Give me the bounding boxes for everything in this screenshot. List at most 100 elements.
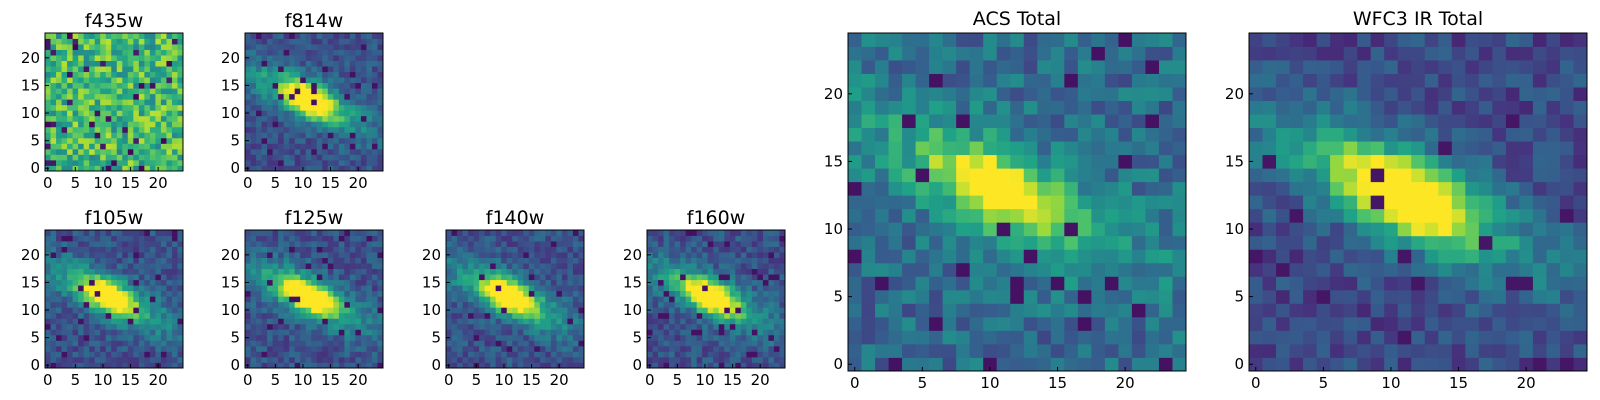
- heatmap-cell: [685, 246, 692, 253]
- heatmap-cell: [779, 362, 786, 369]
- y-tick-label: 20: [221, 246, 240, 264]
- heatmap-cell: [322, 88, 329, 95]
- heatmap-cell: [757, 279, 764, 286]
- heatmap-cell: [1424, 262, 1439, 277]
- heatmap-cell: [479, 340, 486, 347]
- heatmap-cell: [138, 235, 145, 242]
- heatmap-cell: [160, 274, 167, 281]
- heatmap-cell: [1077, 222, 1092, 237]
- heatmap-cell: [311, 71, 318, 78]
- heatmap-cell: [1343, 343, 1358, 358]
- heatmap-cell: [100, 66, 107, 73]
- heatmap-cell: [1519, 222, 1534, 237]
- heatmap-cell: [94, 38, 101, 45]
- heatmap-cell: [888, 276, 903, 291]
- heatmap-cell: [567, 252, 574, 258]
- heatmap-cell: [72, 301, 79, 308]
- heatmap-cell: [1573, 168, 1588, 183]
- heatmap-cell: [133, 115, 140, 122]
- heatmap-cell: [1451, 208, 1466, 223]
- heatmap-cell: [663, 323, 670, 330]
- heatmap-cell: [1289, 249, 1304, 264]
- heatmap-cell: [127, 351, 134, 358]
- heatmap-cell: [451, 356, 458, 363]
- heatmap-cell: [1505, 235, 1520, 250]
- heatmap-cell: [45, 115, 51, 122]
- heatmap-cell: [83, 329, 90, 336]
- heatmap-cell: [160, 356, 167, 363]
- heatmap-cell: [702, 301, 709, 308]
- heatmap-cell: [1050, 100, 1065, 115]
- heatmap-cell: [473, 345, 480, 352]
- heatmap-cell: [495, 230, 502, 236]
- heatmap-cell: [83, 60, 90, 67]
- heatmap-cell: [366, 241, 373, 247]
- heatmap-cell: [89, 356, 96, 363]
- heatmap-cell: [78, 38, 85, 45]
- heatmap-cell: [707, 340, 714, 347]
- heatmap-cell: [550, 290, 557, 297]
- heatmap-cell: [105, 82, 112, 89]
- heatmap-cell: [707, 268, 714, 275]
- heatmap-cell: [647, 312, 653, 319]
- heatmap-cell: [267, 115, 273, 122]
- heatmap-cell: [1316, 141, 1331, 156]
- heatmap-cell: [177, 88, 184, 95]
- heatmap-cell: [1172, 330, 1187, 345]
- heatmap-cell: [495, 351, 502, 358]
- heatmap-cell: [116, 126, 123, 133]
- heatmap-cell: [861, 60, 876, 74]
- heatmap-cell: [133, 44, 140, 50]
- heatmap-cell: [83, 88, 90, 95]
- heatmap-cell: [327, 115, 334, 122]
- heatmap-cell: [100, 99, 107, 106]
- heatmap-cell: [1276, 154, 1290, 169]
- heatmap-cell: [729, 279, 736, 286]
- heatmap-cell: [713, 301, 720, 308]
- heatmap-cell: [658, 263, 664, 270]
- heatmap-cell: [462, 345, 469, 352]
- heatmap-cell: [534, 263, 541, 270]
- heatmap-cell: [915, 208, 930, 223]
- heatmap-cell: [160, 362, 167, 369]
- heatmap-cell: [133, 137, 140, 144]
- heatmap-cell: [1131, 127, 1146, 142]
- heatmap-cell: [762, 340, 769, 347]
- heatmap-cell: [567, 263, 574, 270]
- heatmap-cell: [72, 38, 79, 45]
- heatmap-cell: [127, 137, 134, 144]
- heatmap-cell: [647, 274, 653, 281]
- heatmap-cell: [685, 290, 692, 297]
- heatmap-cell: [61, 296, 68, 303]
- heatmap-cell: [1397, 235, 1412, 250]
- heatmap-cell: [166, 71, 173, 78]
- heatmap-cell: [773, 230, 780, 236]
- heatmap-cell: [462, 323, 469, 330]
- heatmap-cell: [100, 307, 107, 314]
- heatmap-cell: [294, 252, 301, 258]
- heatmap-cell: [556, 285, 563, 292]
- heatmap-cell: [875, 33, 889, 47]
- heatmap-cell: [1091, 262, 1106, 277]
- heatmap-cell: [1343, 276, 1358, 291]
- heatmap-cell: [61, 159, 68, 166]
- heatmap-cell: [451, 274, 458, 281]
- heatmap-cell: [111, 71, 118, 78]
- heatmap-cell: [272, 307, 279, 314]
- heatmap-cell: [267, 257, 273, 264]
- heatmap-cell: [942, 276, 957, 291]
- heatmap-cell: [256, 296, 262, 303]
- heatmap-cell: [278, 33, 285, 39]
- heatmap-cell: [956, 330, 971, 345]
- heatmap-cell: [768, 268, 775, 275]
- heatmap-cell: [322, 49, 329, 56]
- heatmap-cell: [1091, 303, 1106, 318]
- heatmap-cell: [1492, 289, 1507, 304]
- heatmap-cell: [1411, 235, 1426, 250]
- heatmap-cell: [1357, 303, 1372, 318]
- heatmap-cell: [333, 55, 340, 61]
- heatmap-cell: [1370, 262, 1385, 277]
- heatmap-cell: [45, 323, 51, 330]
- heatmap-cell: [550, 301, 557, 308]
- heatmap-cell: [1104, 73, 1119, 88]
